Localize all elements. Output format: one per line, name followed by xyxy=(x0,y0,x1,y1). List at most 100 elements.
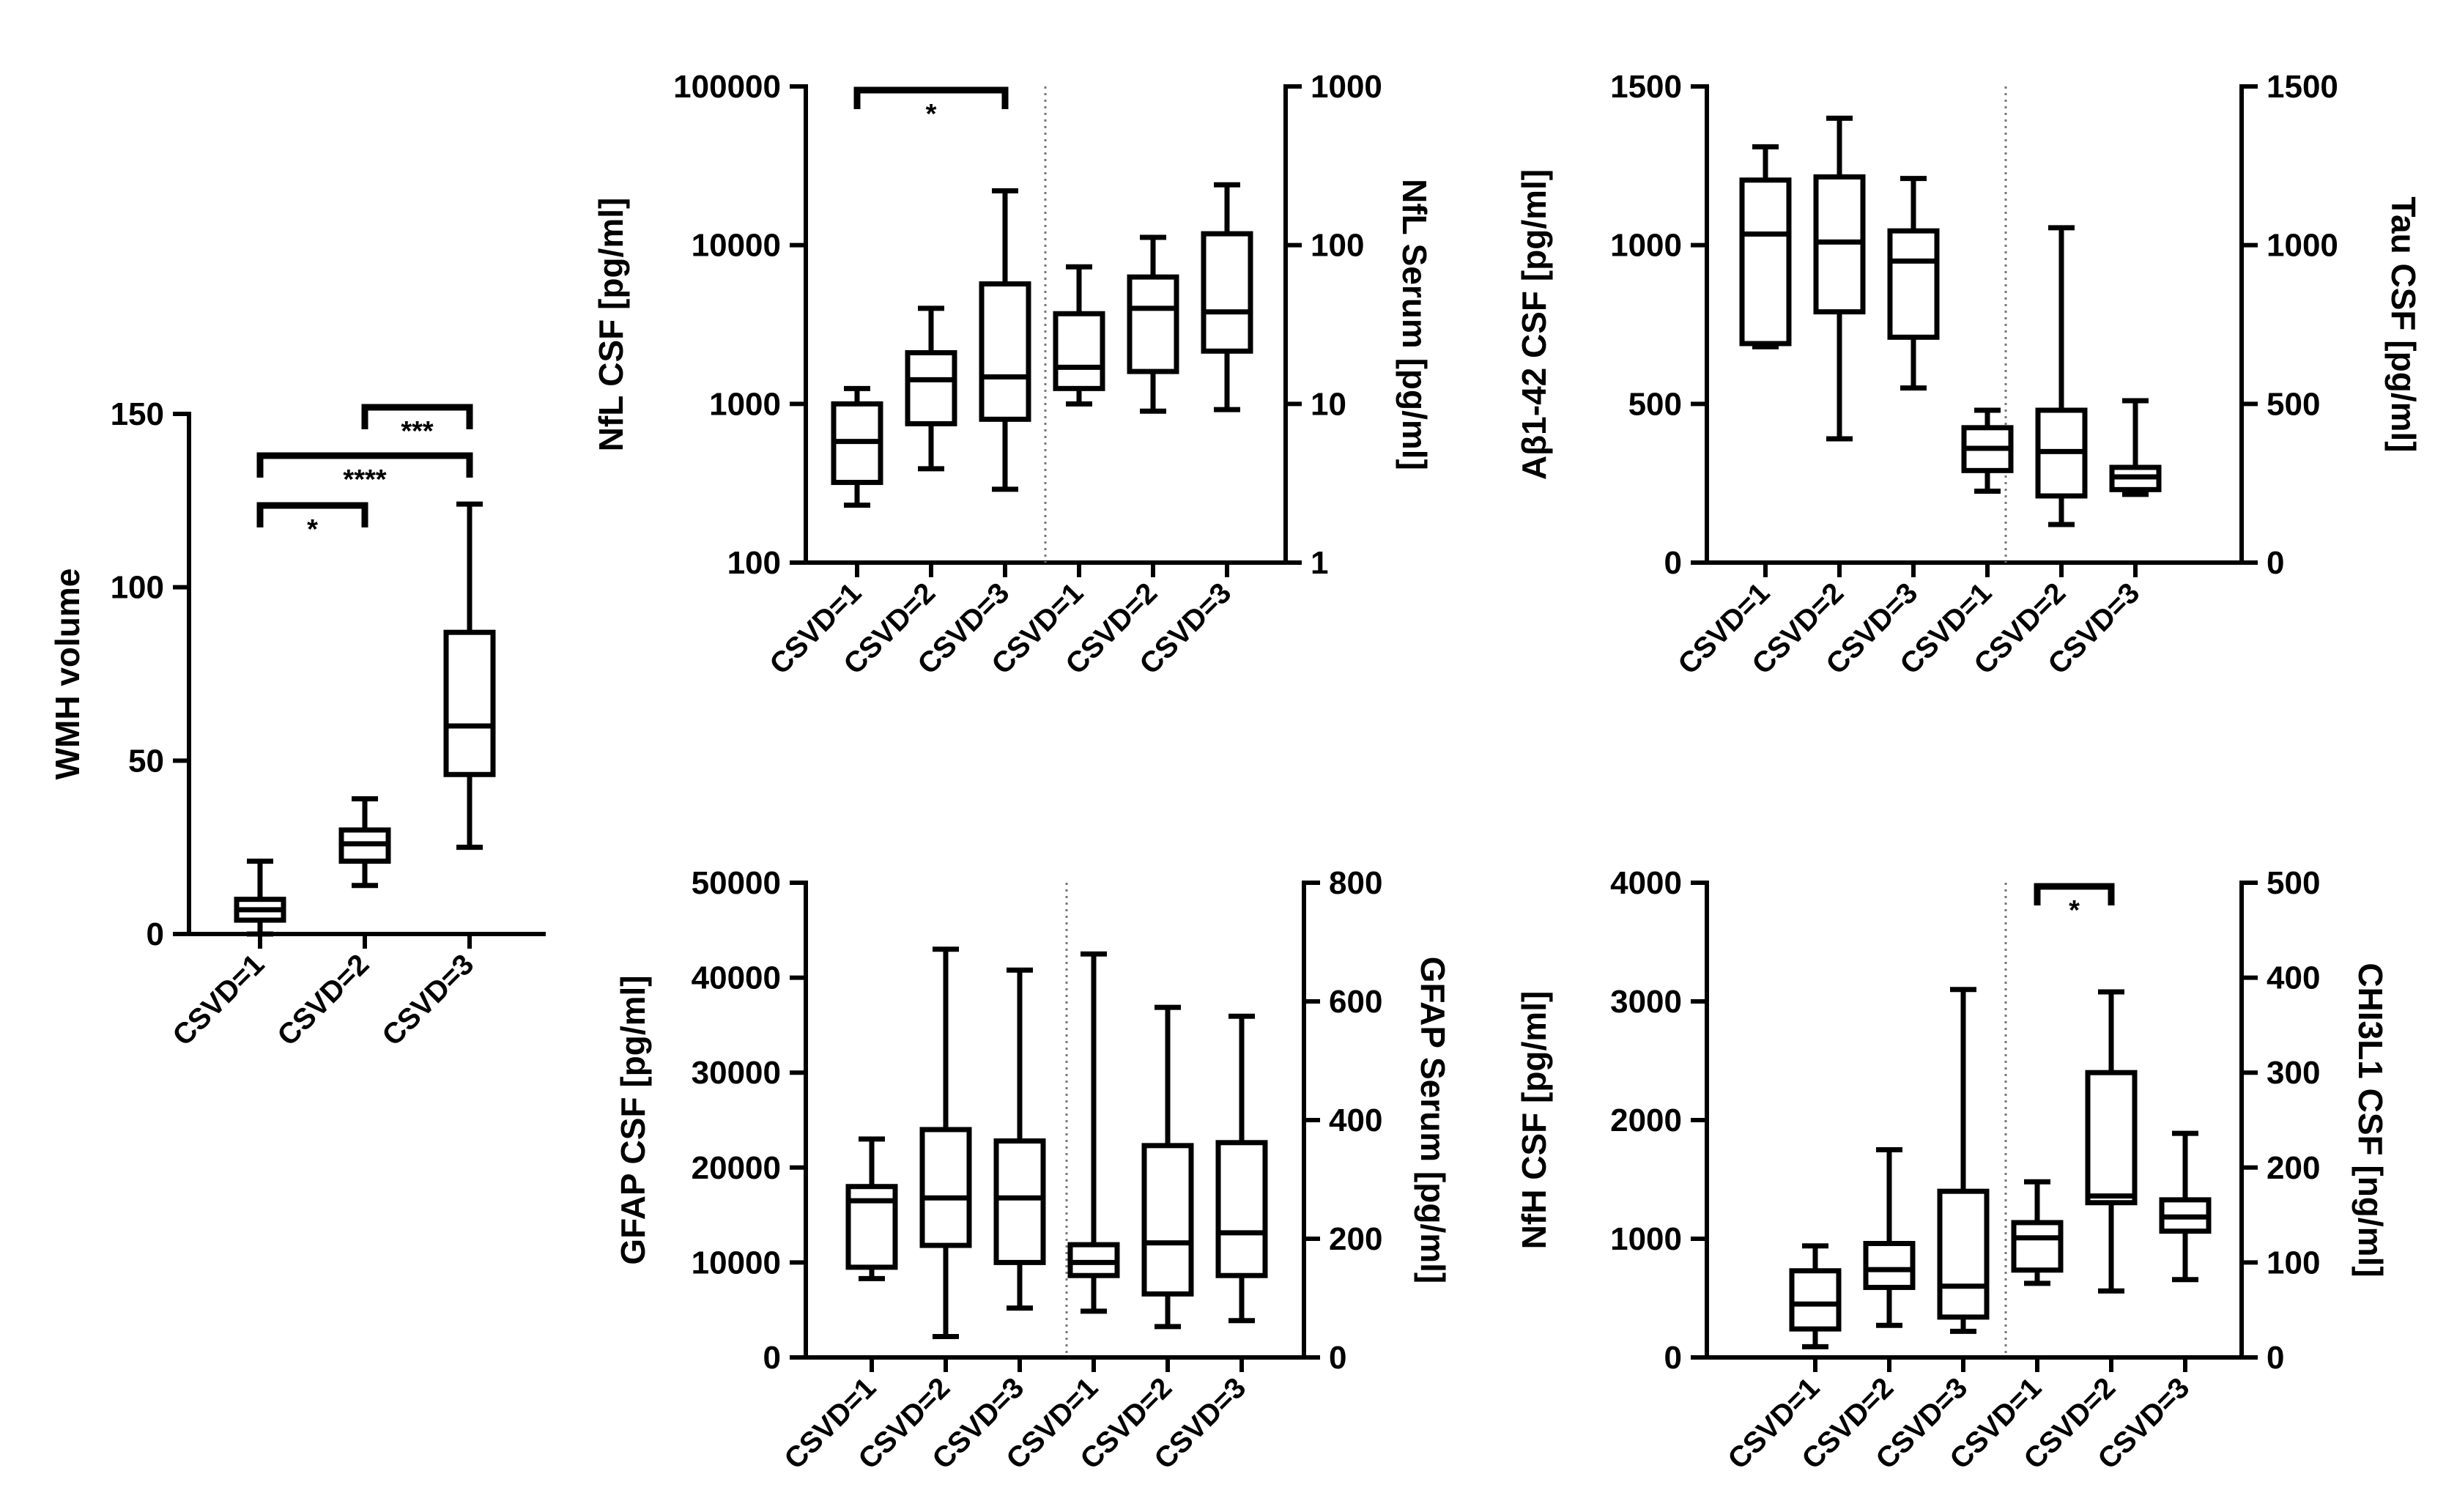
y-tick-label-right: 500 xyxy=(2267,865,2320,901)
box-right xyxy=(1067,951,1120,1314)
y-tick-label-left: 4000 xyxy=(1610,865,1682,901)
box-left xyxy=(993,967,1046,1311)
box-iqr xyxy=(2011,1220,2064,1273)
y-tick-label-right: 200 xyxy=(2267,1150,2320,1186)
y-tick-label-right: 1500 xyxy=(2267,69,2338,105)
y-tick-label-left: 500 xyxy=(1628,386,1682,422)
box-iqr xyxy=(1127,274,1179,374)
y-tick-label-right: 100 xyxy=(1311,228,1364,264)
box-iqr xyxy=(2085,1070,2138,1206)
significance-label: * xyxy=(307,514,318,545)
significance-label: * xyxy=(2069,895,2080,926)
box-iqr xyxy=(1215,1140,1268,1278)
box-left xyxy=(979,188,1031,492)
box-iqr xyxy=(1789,1268,1842,1332)
y-tick-label-left: 40000 xyxy=(692,960,781,996)
box-right xyxy=(1961,407,2014,494)
y-tick-label-right: 10 xyxy=(1311,386,1346,422)
y-tick-label-right: 300 xyxy=(2267,1055,2320,1091)
y-tick-label-left: 10000 xyxy=(692,228,781,264)
box-left xyxy=(919,946,972,1339)
y-tick-label-left: 0 xyxy=(763,1340,781,1376)
box-left xyxy=(1887,176,1940,391)
y-tick-label-right: 1 xyxy=(1311,545,1328,581)
box-left xyxy=(1739,144,1792,349)
bracket-line xyxy=(361,404,473,429)
box-iqr xyxy=(1201,231,1253,354)
significance-bracket: * xyxy=(256,502,368,545)
box-iqr xyxy=(1141,1143,1194,1297)
y-tick-label-left: 1500 xyxy=(1610,69,1682,105)
box-left xyxy=(1863,1147,1916,1328)
significance-bracket: * xyxy=(853,86,1009,130)
box-right xyxy=(1201,182,1253,412)
box-left xyxy=(1789,1243,1842,1349)
box-right xyxy=(2109,398,2162,497)
y-tick-label-left: 0 xyxy=(1664,545,1682,581)
y-tick-label-left: 100 xyxy=(111,570,164,606)
y-tick-label-right: 1000 xyxy=(2267,228,2338,264)
y-tick-label-left: 1000 xyxy=(1610,228,1682,264)
box-iqr xyxy=(443,629,496,777)
box-left xyxy=(234,859,286,937)
x-tick-label: CSVD=1 xyxy=(166,948,270,1052)
y-tick-label-left: 150 xyxy=(111,396,164,432)
y-axis-title-left: Aβ1-42 CSF [pg/ml] xyxy=(1515,169,1553,480)
y-tick-label-right: 100 xyxy=(2267,1245,2320,1281)
box-left xyxy=(1813,115,1866,442)
bracket-line xyxy=(853,86,1009,109)
y-axis-title-left: WMH volume xyxy=(48,568,86,780)
box-left xyxy=(831,385,883,508)
y-tick-label-left: 50000 xyxy=(692,865,781,901)
y-axis-title-left: NfH CSF [pg/ml] xyxy=(1515,991,1553,1250)
box-right xyxy=(1053,264,1105,407)
box-left xyxy=(905,305,957,472)
y-axis-title-right: NfL Serum [pg/ml] xyxy=(1396,179,1434,470)
y-axis-title-left: NfL CSF [pg/ml] xyxy=(592,198,630,452)
y-tick-label-left: 10000 xyxy=(692,1245,781,1281)
box-right xyxy=(2085,989,2138,1294)
y-axis-title-right: Tau CSF [pg/ml] xyxy=(2384,196,2423,452)
y-tick-label-right: 400 xyxy=(2267,960,2320,996)
box-iqr xyxy=(993,1138,1046,1265)
box-left xyxy=(845,1136,898,1281)
y-tick-label-left: 3000 xyxy=(1610,984,1682,1020)
box-iqr xyxy=(1053,311,1105,391)
y-tick-label-right: 500 xyxy=(2267,386,2320,422)
box-iqr xyxy=(1863,1240,1916,1290)
significance-bracket: **** xyxy=(256,452,473,495)
x-tick-label: CSVD=2 xyxy=(271,948,375,1052)
y-tick-label-left: 0 xyxy=(147,916,164,952)
y-tick-label-left: 100 xyxy=(727,545,781,581)
y-axis-title-right: GFAP Serum [pg/ml] xyxy=(1414,957,1452,1283)
x-tick-label: CSVD=3 xyxy=(376,948,480,1052)
box-right xyxy=(2035,225,2088,527)
bracket-line xyxy=(256,502,368,527)
significance-label: *** xyxy=(401,416,434,447)
box-right xyxy=(2011,1179,2064,1286)
chart-gfap: 010000200003000040000500000200400600800C… xyxy=(614,865,1452,1475)
y-tick-label-left: 30000 xyxy=(692,1055,781,1091)
y-tick-label-right: 0 xyxy=(2267,1340,2284,1376)
y-tick-label-left: 0 xyxy=(1664,1340,1682,1376)
bracket-line xyxy=(256,452,473,478)
significance-label: * xyxy=(926,99,937,130)
chart-nfh: 010002000300040000100200300400500CSVD=1C… xyxy=(1515,865,2390,1475)
chart-nfl: 1001000100001000001101001000CSVD=1CSVD=2… xyxy=(592,69,1434,681)
y-tick-label-right: 1000 xyxy=(1311,69,1382,105)
y-tick-label-left: 50 xyxy=(128,743,164,779)
box-left xyxy=(338,796,391,889)
box-left xyxy=(443,501,496,850)
box-iqr xyxy=(919,1127,972,1248)
significance-label: **** xyxy=(343,464,386,495)
box-right xyxy=(2159,1130,2212,1283)
y-tick-label-left: 1000 xyxy=(709,386,781,422)
y-tick-label-left: 1000 xyxy=(1610,1221,1682,1257)
box-iqr xyxy=(1739,177,1792,346)
y-tick-label-right: 600 xyxy=(1329,984,1382,1020)
bracket-line xyxy=(2034,883,2115,905)
box-left xyxy=(1937,987,1990,1334)
y-tick-label-right: 0 xyxy=(1329,1340,1346,1376)
y-tick-label-right: 0 xyxy=(2267,545,2284,581)
